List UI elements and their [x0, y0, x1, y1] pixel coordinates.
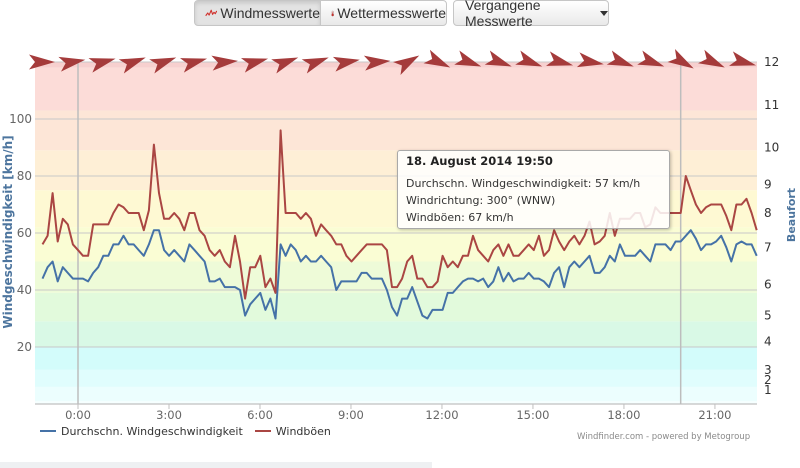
x-tick-label: 12:00	[425, 408, 458, 422]
tooltip-direction: Windrichtung: 300° (WNW)	[406, 194, 556, 207]
wind-arrow-icon	[667, 49, 694, 69]
wind-arrow-icon	[729, 51, 757, 66]
chart-tooltip: 18. August 2014 19:50 Durchschn. Windges…	[397, 150, 670, 229]
wind-arrow-icon	[180, 58, 208, 73]
credits-link[interactable]: Windfinder.com - powered by Metogroup	[577, 432, 751, 442]
wind-arrow-icon	[58, 56, 86, 72]
beaufort-band-3	[35, 347, 757, 370]
wind-arrow-icon	[698, 49, 725, 68]
beaufort-tick-label: 5	[764, 309, 772, 323]
x-tick-label: 15:00	[516, 408, 549, 422]
legend-line-icon	[254, 430, 271, 432]
beaufort-band-10	[35, 110, 757, 151]
x-tick-label: 3:00	[156, 408, 182, 422]
tooltip-title: 18. August 2014 19:50	[406, 154, 553, 168]
beaufort-band-5	[35, 292, 757, 322]
legend-item-gusts[interactable]: Windböen	[254, 424, 331, 438]
tooltip-gusts: Windböen: 67 km/h	[406, 211, 514, 224]
beaufort-band-4	[35, 321, 757, 347]
beaufort-tick-label: 6	[764, 277, 772, 291]
beaufort-band-2	[35, 369, 757, 387]
beaufort-tick-label: 12	[764, 55, 779, 69]
chart-legend: Durchschn. Windgeschwindigkeit Windböen	[40, 423, 343, 439]
x-tick-label: 18:00	[607, 408, 640, 422]
wind-chart-icon	[205, 9, 218, 17]
caret-down-icon	[600, 11, 608, 16]
dropdown-label: Vergangene Messwerte	[465, 0, 541, 29]
wind-arrow-icon	[606, 50, 634, 67]
beaufort-tick-label: 10	[764, 141, 779, 155]
wind-arrow-icon	[211, 55, 238, 71]
wind-arrow-icon	[29, 54, 55, 70]
wind-arrow-icon	[484, 50, 512, 67]
y-tick-label: 20	[17, 340, 32, 354]
tab-label: Wettermesswerte	[337, 5, 446, 21]
beaufort-tick-label: 11	[764, 98, 779, 112]
tab-wettermesswerte[interactable]: Wettermesswerte	[320, 0, 447, 26]
y-tick-label: 80	[17, 169, 32, 183]
toolbar: Windmesswerte Wettermesswerte Vergangene…	[0, 0, 800, 29]
wind-arrow-icon	[88, 58, 116, 73]
y-axis-labels: 20 40 60 80 100	[9, 112, 32, 354]
wind-arrow-icon	[423, 49, 451, 68]
vertical-markers	[77, 62, 682, 404]
wind-arrow-icon	[637, 50, 665, 67]
legend-label: Windböen	[275, 424, 331, 438]
thermometer-icon	[331, 10, 334, 16]
legend-line-icon	[40, 430, 56, 432]
beaufort-tick-label: 4	[764, 334, 772, 348]
tab-label: Windmesswerte	[220, 5, 320, 21]
x-tick-label: 21:00	[698, 408, 731, 422]
bottom-scroll-bar	[0, 462, 432, 468]
wind-arrow-icon	[454, 50, 482, 67]
beaufort-band-12	[35, 62, 757, 68]
x-tick-label: 9:00	[338, 408, 364, 422]
beaufort-band-0	[35, 401, 757, 404]
wind-arrow-icon	[332, 56, 360, 72]
y-tick-label: 60	[17, 226, 32, 240]
beaufort-tick-label: 1	[764, 383, 772, 397]
tooltip-avg-speed: Durchschn. Windgeschwindigkeit: 57 km/h	[406, 177, 641, 190]
past-measurements-dropdown[interactable]: Vergangene Messwerte	[453, 0, 609, 29]
y-tick-label: 40	[17, 283, 32, 297]
wind-arrow-icon	[392, 55, 420, 75]
beaufort-tick-label: 7	[764, 240, 772, 254]
beaufort-band-1	[35, 386, 757, 402]
wind-arrow-icon	[241, 58, 269, 73]
beaufort-band-11	[35, 67, 757, 111]
y-axis-title: Windgeschwindigkeit [km/h]	[1, 135, 15, 328]
wind-arrow-icon	[301, 57, 329, 74]
x-tick-label: 6:00	[247, 408, 273, 422]
avg-speed-line[interactable]	[41, 229, 758, 320]
tab-windmesswerte[interactable]: Windmesswerte	[194, 0, 321, 26]
beaufort-band-6	[35, 261, 757, 293]
wind-arrow-icon	[149, 57, 177, 74]
legend-item-avg-speed[interactable]: Durchschn. Windgeschwindigkeit	[40, 425, 243, 438]
beaufort-tick-label: 3	[764, 363, 772, 377]
x-axis-labels: 0:00 3:00 6:00 9:00 12:00 15:00 18:00 21:00	[65, 404, 732, 422]
legend-label: Durchschn. Windgeschwindigkeit	[61, 424, 243, 438]
y-tick-label: 100	[9, 112, 32, 126]
wind-arrow-icon	[271, 57, 299, 74]
right-axis-title: Beaufort	[785, 188, 798, 242]
beaufort-tick-label: 9	[764, 178, 772, 192]
wind-arrow-icon	[118, 57, 146, 74]
wind-arrow-icon	[546, 51, 574, 66]
wind-arrow-icon	[515, 50, 543, 67]
wind-arrow-icon	[363, 55, 391, 71]
beaufort-tick-label: 2	[764, 373, 772, 387]
x-tick-label: 0:00	[65, 408, 91, 422]
wind-direction-arrows	[29, 49, 757, 75]
beaufort-tick-label: 8	[764, 206, 772, 220]
wind-arrow-icon	[576, 52, 604, 68]
